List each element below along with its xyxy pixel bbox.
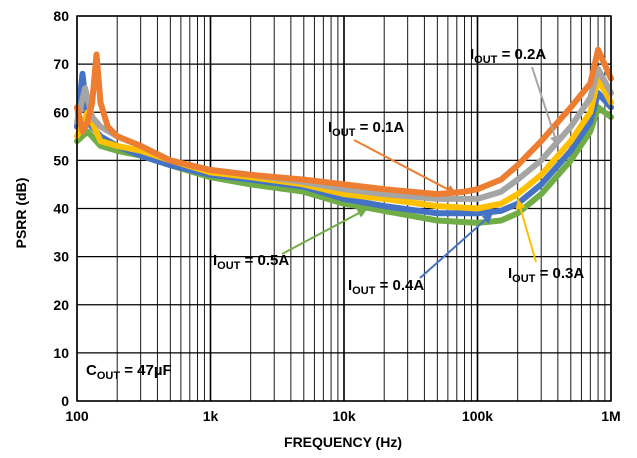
y-tick-label: 0 bbox=[61, 393, 69, 409]
annotation-arrowhead bbox=[481, 213, 493, 224]
annotation-main-text: I bbox=[213, 252, 217, 269]
annotation-main-text: I bbox=[328, 119, 332, 136]
annotation-arrow bbox=[419, 212, 494, 279]
annotation-main-text: I bbox=[508, 265, 512, 282]
annotation-subscript: OUT bbox=[217, 260, 241, 272]
x-tick-label: 10k bbox=[332, 408, 356, 424]
annotation-value-text: = 0.2A bbox=[497, 46, 546, 63]
annotation-subscript: OUT bbox=[474, 54, 498, 66]
grid bbox=[76, 15, 612, 402]
y-axis-label: PSRR (dB) bbox=[13, 178, 29, 249]
x-tick-label: 100k bbox=[462, 408, 493, 424]
y-tick-label: 10 bbox=[53, 345, 69, 361]
annotation-arrowhead bbox=[445, 184, 457, 195]
annotation-arrow bbox=[531, 66, 559, 147]
x-axis-label: FREQUENCY (Hz) bbox=[284, 434, 402, 450]
annotation-subscript: OUT bbox=[512, 273, 536, 285]
y-tick-label: 20 bbox=[53, 297, 69, 313]
annotation-subscript: OUT bbox=[97, 370, 121, 382]
series-annotation-label: IOUT = 0.4A bbox=[348, 277, 424, 297]
y-tick-label: 70 bbox=[53, 56, 69, 72]
y-tick-label: 30 bbox=[53, 249, 69, 265]
y-tick-label: 40 bbox=[53, 201, 69, 217]
annotation-arrowhead bbox=[356, 208, 368, 218]
annotation-main-text: I bbox=[470, 46, 474, 63]
series-lines bbox=[74, 46, 614, 226]
series-line-0 bbox=[74, 46, 614, 198]
capacitance-annotation-label: COUT = 47µF bbox=[86, 362, 172, 382]
series-line-3 bbox=[74, 70, 614, 217]
annotation-main-text: C bbox=[86, 362, 97, 379]
series-annotation-label: IOUT = 0.3A bbox=[508, 265, 584, 285]
annotation-subscript: OUT bbox=[332, 127, 356, 139]
series-line-2 bbox=[74, 75, 614, 212]
annotation-main-text: I bbox=[348, 277, 352, 294]
series-annotation-label: IOUT = 0.2A bbox=[470, 46, 546, 66]
series-line-4 bbox=[74, 104, 614, 226]
x-tick-label: 1k bbox=[203, 408, 219, 424]
annotation-arrowhead bbox=[515, 198, 526, 210]
annotation-arrow bbox=[353, 139, 458, 195]
annotation-subscript: OUT bbox=[352, 285, 376, 297]
annotation-value-text: = 0.1A bbox=[355, 119, 404, 136]
x-tick-label: 1M bbox=[601, 408, 620, 424]
y-tick-label: 80 bbox=[53, 8, 69, 24]
annotation-arrowhead bbox=[550, 134, 560, 146]
annotation-value-text: = 0.4A bbox=[375, 277, 424, 294]
series-annotation-label: IOUT = 0.1A bbox=[328, 119, 404, 139]
tick-labels: 100 1k 10k 100k 1M 0 10 20 30 40 50 60 70 80 bbox=[53, 8, 620, 424]
plot-frame bbox=[76, 15, 612, 402]
annotation-value-text: = 0.3A bbox=[535, 265, 584, 282]
x-tick-label: 100 bbox=[65, 408, 89, 424]
series-annotation-label: IOUT = 0.5A bbox=[213, 252, 289, 272]
series-line-1 bbox=[74, 65, 614, 202]
y-tick-label: 60 bbox=[53, 104, 69, 120]
annotation-value-text: = 47µF bbox=[120, 362, 172, 379]
annotation-arrow bbox=[516, 198, 537, 263]
annotation-value-text: = 0.5A bbox=[240, 252, 289, 269]
y-tick-label: 50 bbox=[53, 152, 69, 168]
annotation-arrow bbox=[281, 207, 368, 255]
